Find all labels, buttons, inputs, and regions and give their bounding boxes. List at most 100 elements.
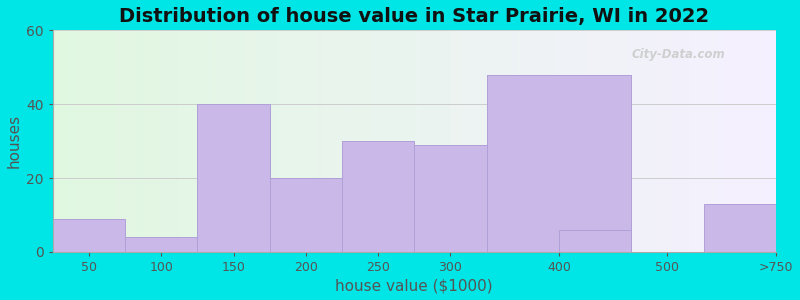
Bar	[624, 30, 626, 252]
Bar	[162, 30, 164, 252]
Bar	[113, 30, 115, 252]
Bar	[241, 30, 243, 252]
Bar	[110, 30, 113, 252]
Bar	[722, 30, 725, 252]
Bar	[222, 30, 224, 252]
Bar	[226, 30, 229, 252]
Bar	[98, 30, 101, 252]
Bar	[508, 30, 510, 252]
Bar	[754, 30, 757, 252]
Bar	[518, 30, 520, 252]
Bar	[262, 30, 265, 252]
Bar	[438, 30, 441, 252]
Bar	[733, 30, 735, 252]
Bar	[210, 30, 212, 252]
Bar	[325, 30, 327, 252]
Bar	[195, 30, 198, 252]
Bar	[301, 30, 303, 252]
Bar	[498, 30, 501, 252]
Bar	[510, 30, 513, 252]
Bar	[96, 30, 98, 252]
Bar	[53, 219, 125, 252]
Bar	[134, 30, 137, 252]
Bar	[532, 30, 534, 252]
Bar	[720, 30, 722, 252]
Bar	[154, 30, 156, 252]
Bar	[74, 30, 77, 252]
Bar	[260, 30, 262, 252]
Bar	[513, 30, 515, 252]
Bar	[771, 30, 774, 252]
Bar	[496, 30, 498, 252]
Bar	[315, 30, 318, 252]
Bar	[762, 30, 764, 252]
Bar	[460, 30, 462, 252]
Bar	[583, 30, 586, 252]
Bar	[342, 30, 344, 252]
Bar	[151, 30, 154, 252]
Bar	[171, 30, 174, 252]
Bar	[774, 30, 776, 252]
Bar	[166, 30, 169, 252]
Bar	[181, 30, 183, 252]
Bar	[769, 30, 771, 252]
Bar	[383, 30, 386, 252]
Bar	[390, 30, 393, 252]
Bar	[453, 30, 455, 252]
Bar	[58, 30, 60, 252]
Bar	[571, 30, 574, 252]
Bar	[139, 30, 142, 252]
Bar	[426, 30, 429, 252]
Bar	[337, 30, 339, 252]
Bar	[650, 30, 653, 252]
Bar	[534, 30, 538, 252]
Bar	[388, 30, 390, 252]
Bar	[183, 30, 186, 252]
Bar	[547, 30, 550, 252]
Bar	[489, 30, 491, 252]
Bar	[629, 30, 631, 252]
Bar	[455, 30, 458, 252]
Bar	[641, 30, 643, 252]
Bar	[94, 30, 96, 252]
Bar	[359, 30, 362, 252]
Bar	[366, 30, 369, 252]
Bar	[479, 30, 482, 252]
Bar	[308, 30, 310, 252]
Bar	[310, 30, 313, 252]
Bar	[598, 30, 600, 252]
Bar	[82, 30, 84, 252]
Bar	[122, 30, 125, 252]
Bar	[320, 30, 322, 252]
Bar	[441, 30, 443, 252]
Bar	[443, 30, 446, 252]
Bar	[130, 30, 132, 252]
Bar	[470, 30, 472, 252]
Bar	[586, 30, 588, 252]
Bar	[125, 30, 127, 252]
Bar	[55, 30, 58, 252]
Bar	[557, 30, 559, 252]
Bar	[414, 145, 486, 252]
Bar	[670, 30, 672, 252]
Bar	[405, 30, 407, 252]
Bar	[274, 30, 277, 252]
Bar	[424, 30, 426, 252]
Bar	[270, 30, 272, 252]
Bar	[590, 30, 593, 252]
Bar	[417, 30, 419, 252]
Bar	[725, 30, 728, 252]
Bar	[146, 30, 149, 252]
Bar	[362, 30, 364, 252]
Bar	[735, 30, 738, 252]
Text: City-Data.com: City-Data.com	[631, 48, 725, 61]
Bar	[200, 30, 202, 252]
Bar	[484, 30, 486, 252]
Bar	[503, 30, 506, 252]
Bar	[118, 30, 120, 252]
Bar	[174, 30, 176, 252]
Bar	[169, 30, 171, 252]
Bar	[554, 30, 557, 252]
Bar	[728, 30, 730, 252]
Bar	[472, 30, 474, 252]
